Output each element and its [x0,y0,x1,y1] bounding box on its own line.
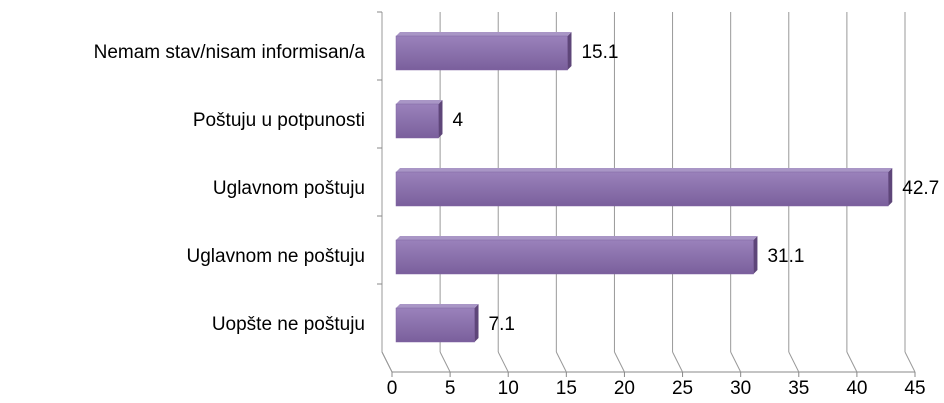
bar [395,239,754,275]
bar [395,103,439,139]
bar [395,307,475,343]
grid-line [788,351,800,373]
bar-top [396,304,479,308]
bar-side [438,100,443,138]
x-tick-label: 20 [614,378,635,399]
value-label: 15.1 [581,42,618,63]
y-tick-label: Uopšte ne poštuju [212,314,365,335]
x-tick-label: 15 [556,378,577,399]
x-tick-label: 0 [387,378,398,399]
x-tick-label: 10 [498,378,519,399]
grid-line [381,351,393,373]
bar-side [888,168,893,206]
y-tick-label: Poštuju u potpunosti [193,110,365,131]
grid-line [555,351,567,373]
x-tick-label: 25 [672,378,693,399]
x-tick-label: 5 [445,378,456,399]
bar-side [567,32,572,70]
bar-side [474,304,479,342]
grid-line [613,351,625,373]
grid-line [672,351,684,373]
value-label: 42.7 [902,178,939,199]
grid-line [904,351,916,373]
bar [395,35,568,71]
bar-top [396,32,572,36]
y-tick-label: Uglavnom poštuju [213,178,365,199]
bar-top [396,100,443,104]
bar-top [396,168,893,172]
x-tick-label: 40 [846,378,867,399]
value-label: 4 [452,110,463,131]
x-tick-label: 35 [788,378,809,399]
bar-side [753,236,758,274]
grid-line [846,351,858,373]
grid-line [497,351,509,373]
x-tick-label: 45 [904,378,925,399]
x-tick-label: 30 [730,378,751,399]
bar-top [396,236,758,240]
y-tick-label: Nemam stav/nisam informisan/a [94,42,366,63]
y-tick-label: Uglavnom ne poštuju [187,246,366,267]
grid-line [439,351,451,373]
bar [395,171,889,207]
value-label: 7.1 [489,314,515,335]
value-label: 31.1 [767,246,804,267]
grid-line [730,351,742,373]
